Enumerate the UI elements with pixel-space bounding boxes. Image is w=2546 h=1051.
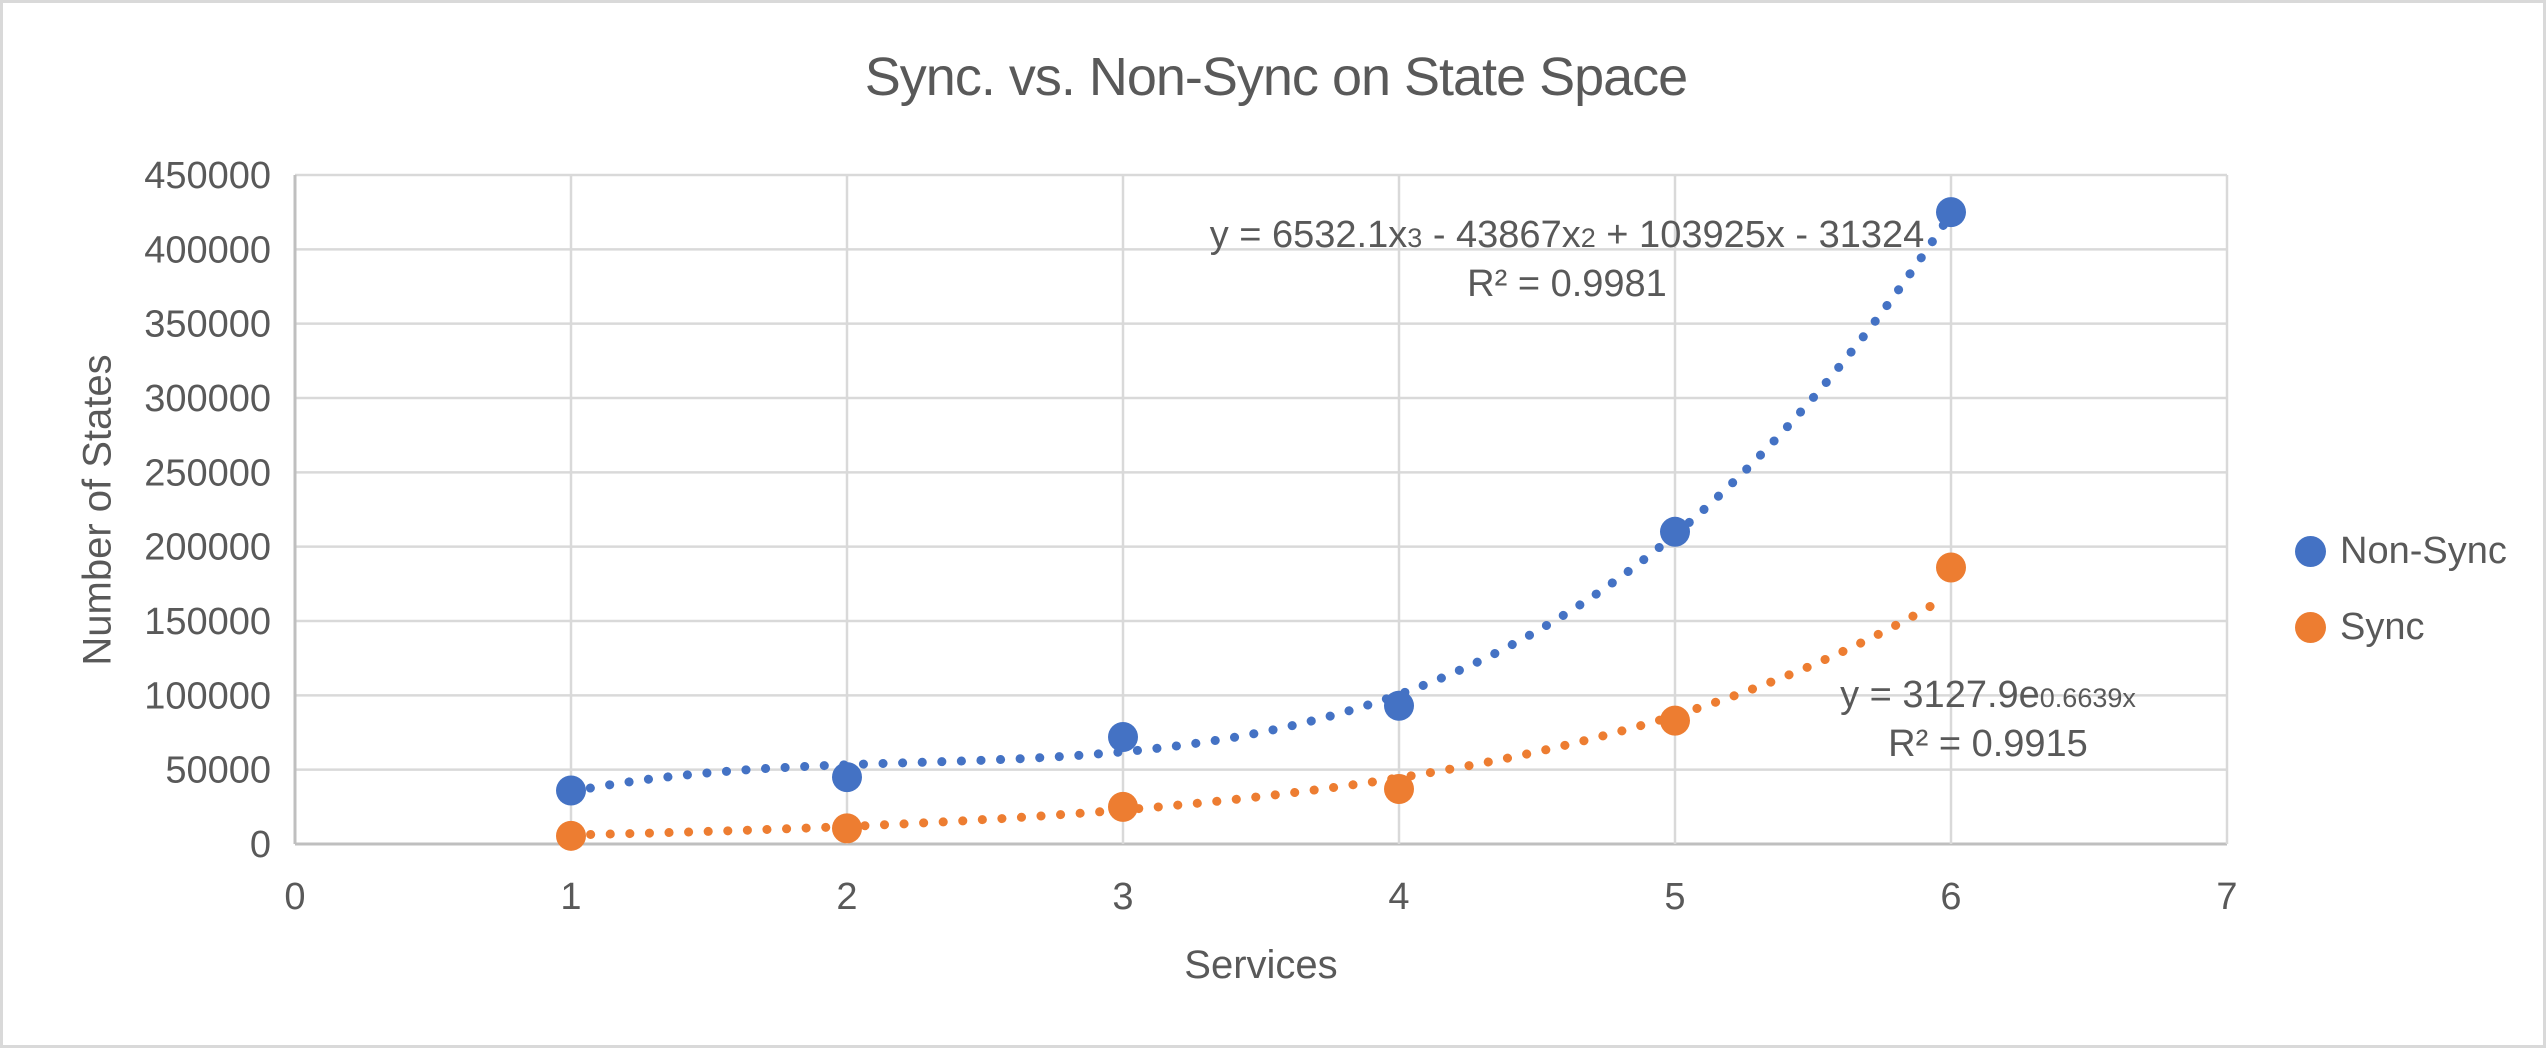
sync-series-points <box>556 552 1966 851</box>
nonsync-trendline-equation: y = 6532.1x3 - 43867x2 + 103925x - 31324 <box>1209 214 1925 256</box>
nonsync-legend-marker-icon <box>2295 535 2326 567</box>
x-tick-label: 2 <box>836 876 857 918</box>
x-tick-label: 0 <box>284 876 305 918</box>
sync-data-point <box>1936 552 1966 583</box>
x-axis-title: Services <box>1184 943 1338 987</box>
x-tick-label: 4 <box>1388 876 1409 918</box>
nonsync-data-point <box>1660 516 1690 547</box>
sync-trendline-r-squared: R² = 0.9915 <box>1888 723 2088 765</box>
sync-legend-marker-icon <box>2295 611 2326 643</box>
legend-label-sync: Sync <box>2340 605 2425 648</box>
y-tick-label: 200000 <box>144 527 271 569</box>
plot-area: 0 50000 100000 150000 200000 250000 300000 3500… <box>144 155 2237 918</box>
nonsync-data-point <box>556 775 586 806</box>
legend-item-nonsync: Non-Sync <box>2295 529 2507 572</box>
sync-data-point <box>556 820 586 851</box>
y-tick-label: 50000 <box>165 750 271 792</box>
y-tick-label: 250000 <box>144 452 271 494</box>
y-axis-title: Number of States <box>75 354 120 666</box>
x-tick-label: 7 <box>2216 876 2237 918</box>
sync-data-point <box>832 813 862 844</box>
y-tick-label: 400000 <box>144 229 271 271</box>
legend-label-nonsync: Non-Sync <box>2340 529 2507 572</box>
x-tick-label: 1 <box>560 876 581 918</box>
x-tick-label: 5 <box>1664 876 1685 918</box>
nonsync-trendline-annotation: y = 6532.1x3 - 43867x2 + 103925x - 31324… <box>1210 211 1925 309</box>
y-tick-label: 350000 <box>144 304 271 346</box>
x-tick-label: 6 <box>1940 876 1961 918</box>
y-tick-label: 150000 <box>144 601 271 643</box>
legend: Non-Sync Sync <box>2295 529 2507 684</box>
sync-trendline <box>566 593 1950 840</box>
nonsync-data-point <box>832 762 862 793</box>
nonsync-trendline-r-squared: R² = 0.9981 <box>1467 263 1667 305</box>
nonsync-data-point <box>1384 690 1414 721</box>
nonsync-series-points <box>556 197 1966 806</box>
chart-title: Sync. vs. Non-Sync on State Space <box>864 47 1688 107</box>
y-tick-label: 100000 <box>144 675 271 717</box>
tick-labels: 0 50000 100000 150000 200000 250000 300000 3500… <box>144 155 2237 918</box>
legend-item-sync: Sync <box>2295 605 2507 648</box>
nonsync-trendline <box>566 217 1950 797</box>
y-tick-label: 300000 <box>144 378 271 420</box>
sync-data-point <box>1660 705 1690 736</box>
y-tick-label: 450000 <box>144 155 271 197</box>
y-tick-label: 0 <box>250 824 271 866</box>
sync-data-point <box>1108 791 1138 822</box>
sync-trendline-equation: y = 3127.9e0.6639x <box>1840 674 2136 716</box>
x-tick-label: 3 <box>1112 876 1133 918</box>
sync-trendline-annotation: y = 3127.9e0.6639x R² = 0.9915 <box>1840 671 2136 769</box>
sync-data-point <box>1384 773 1414 804</box>
nonsync-data-point <box>1108 721 1138 752</box>
nonsync-data-point <box>1936 197 1966 228</box>
